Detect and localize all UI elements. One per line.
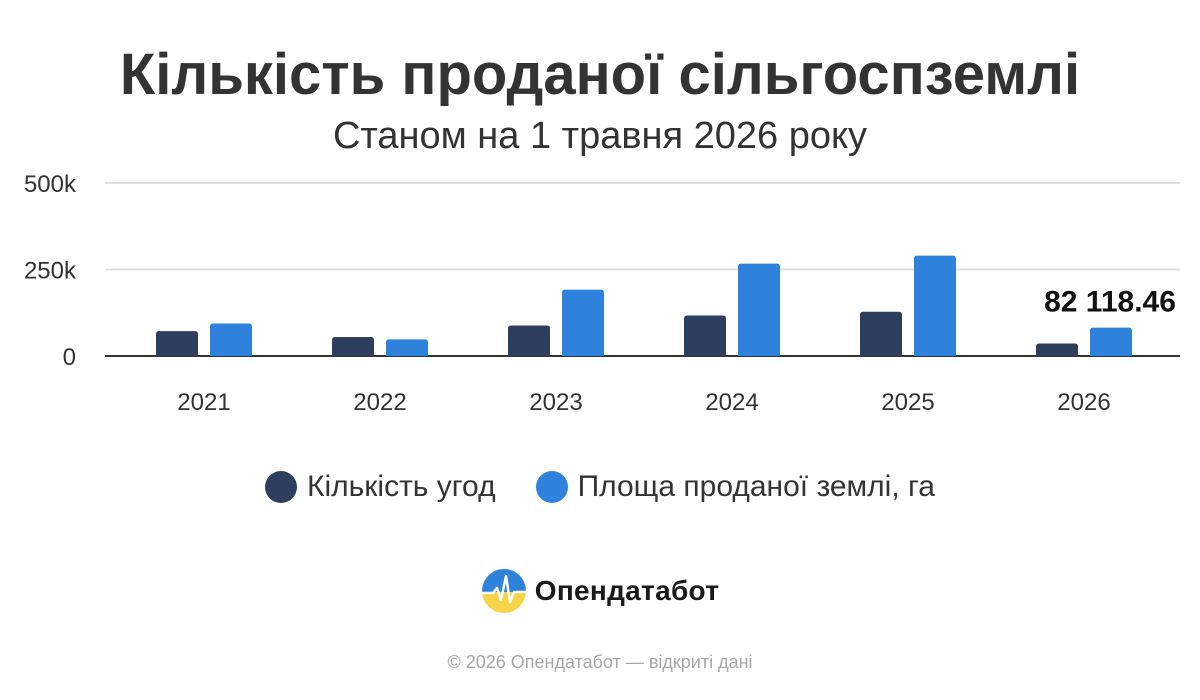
data-label: 82 118.46	[1044, 286, 1176, 319]
legend-swatch-area	[535, 471, 568, 503]
legend-item-deals[interactable]: Кількість угод	[265, 470, 496, 504]
bar-area-2022	[386, 339, 428, 356]
bar-area-2021	[210, 323, 252, 356]
x-tick-label: 2026	[1057, 389, 1110, 416]
opendatabot-logo-icon	[481, 569, 526, 613]
legend-item-area[interactable]: Площа проданої землі, га	[535, 470, 935, 504]
y-tick-label: 250k	[24, 258, 77, 285]
x-tick-label: 2025	[881, 389, 934, 416]
footer-copyright: © 2026 Опендатабот — відкриті дані	[447, 652, 753, 672]
bar-deals-2025	[860, 311, 902, 356]
x-tick-label: 2021	[177, 389, 230, 416]
legend-label-deals: Кількість угод	[307, 470, 496, 503]
y-tick-label: 500k	[24, 171, 77, 198]
x-tick-label: 2022	[353, 389, 406, 416]
brand: Опендатабот	[0, 568, 1200, 614]
bar-area-2023	[562, 289, 604, 356]
legend-swatch-deals	[265, 471, 297, 503]
x-tick-label: 2023	[529, 389, 582, 416]
bar-deals-2021	[156, 331, 198, 356]
bar-chart: 0 250k 500k 2021 2022 2023 2024 2025 2026 82 118.…	[24, 171, 1180, 416]
y-tick-label: 0	[63, 344, 76, 371]
x-tick-label: 2024	[705, 389, 758, 416]
bar-area-2025	[914, 255, 956, 356]
chart-subtitle: Станом на 1 травня 2026 року	[332, 115, 868, 157]
bar-deals-2022	[332, 336, 374, 356]
bar-deals-2024	[684, 315, 726, 356]
chart-title: Кількість проданої сільгоспземлі	[119, 42, 1081, 107]
bar-deals-2026	[1036, 343, 1078, 356]
chart-legend: Кількість угод Площа проданої землі, га	[0, 470, 1200, 504]
bar-area-2026	[1090, 327, 1132, 356]
brand-name: Опендатабот	[534, 575, 720, 606]
bar-deals-2023	[508, 325, 550, 356]
legend-label-area: Площа проданої землі, га	[577, 470, 935, 503]
bar-area-2024	[738, 263, 780, 356]
